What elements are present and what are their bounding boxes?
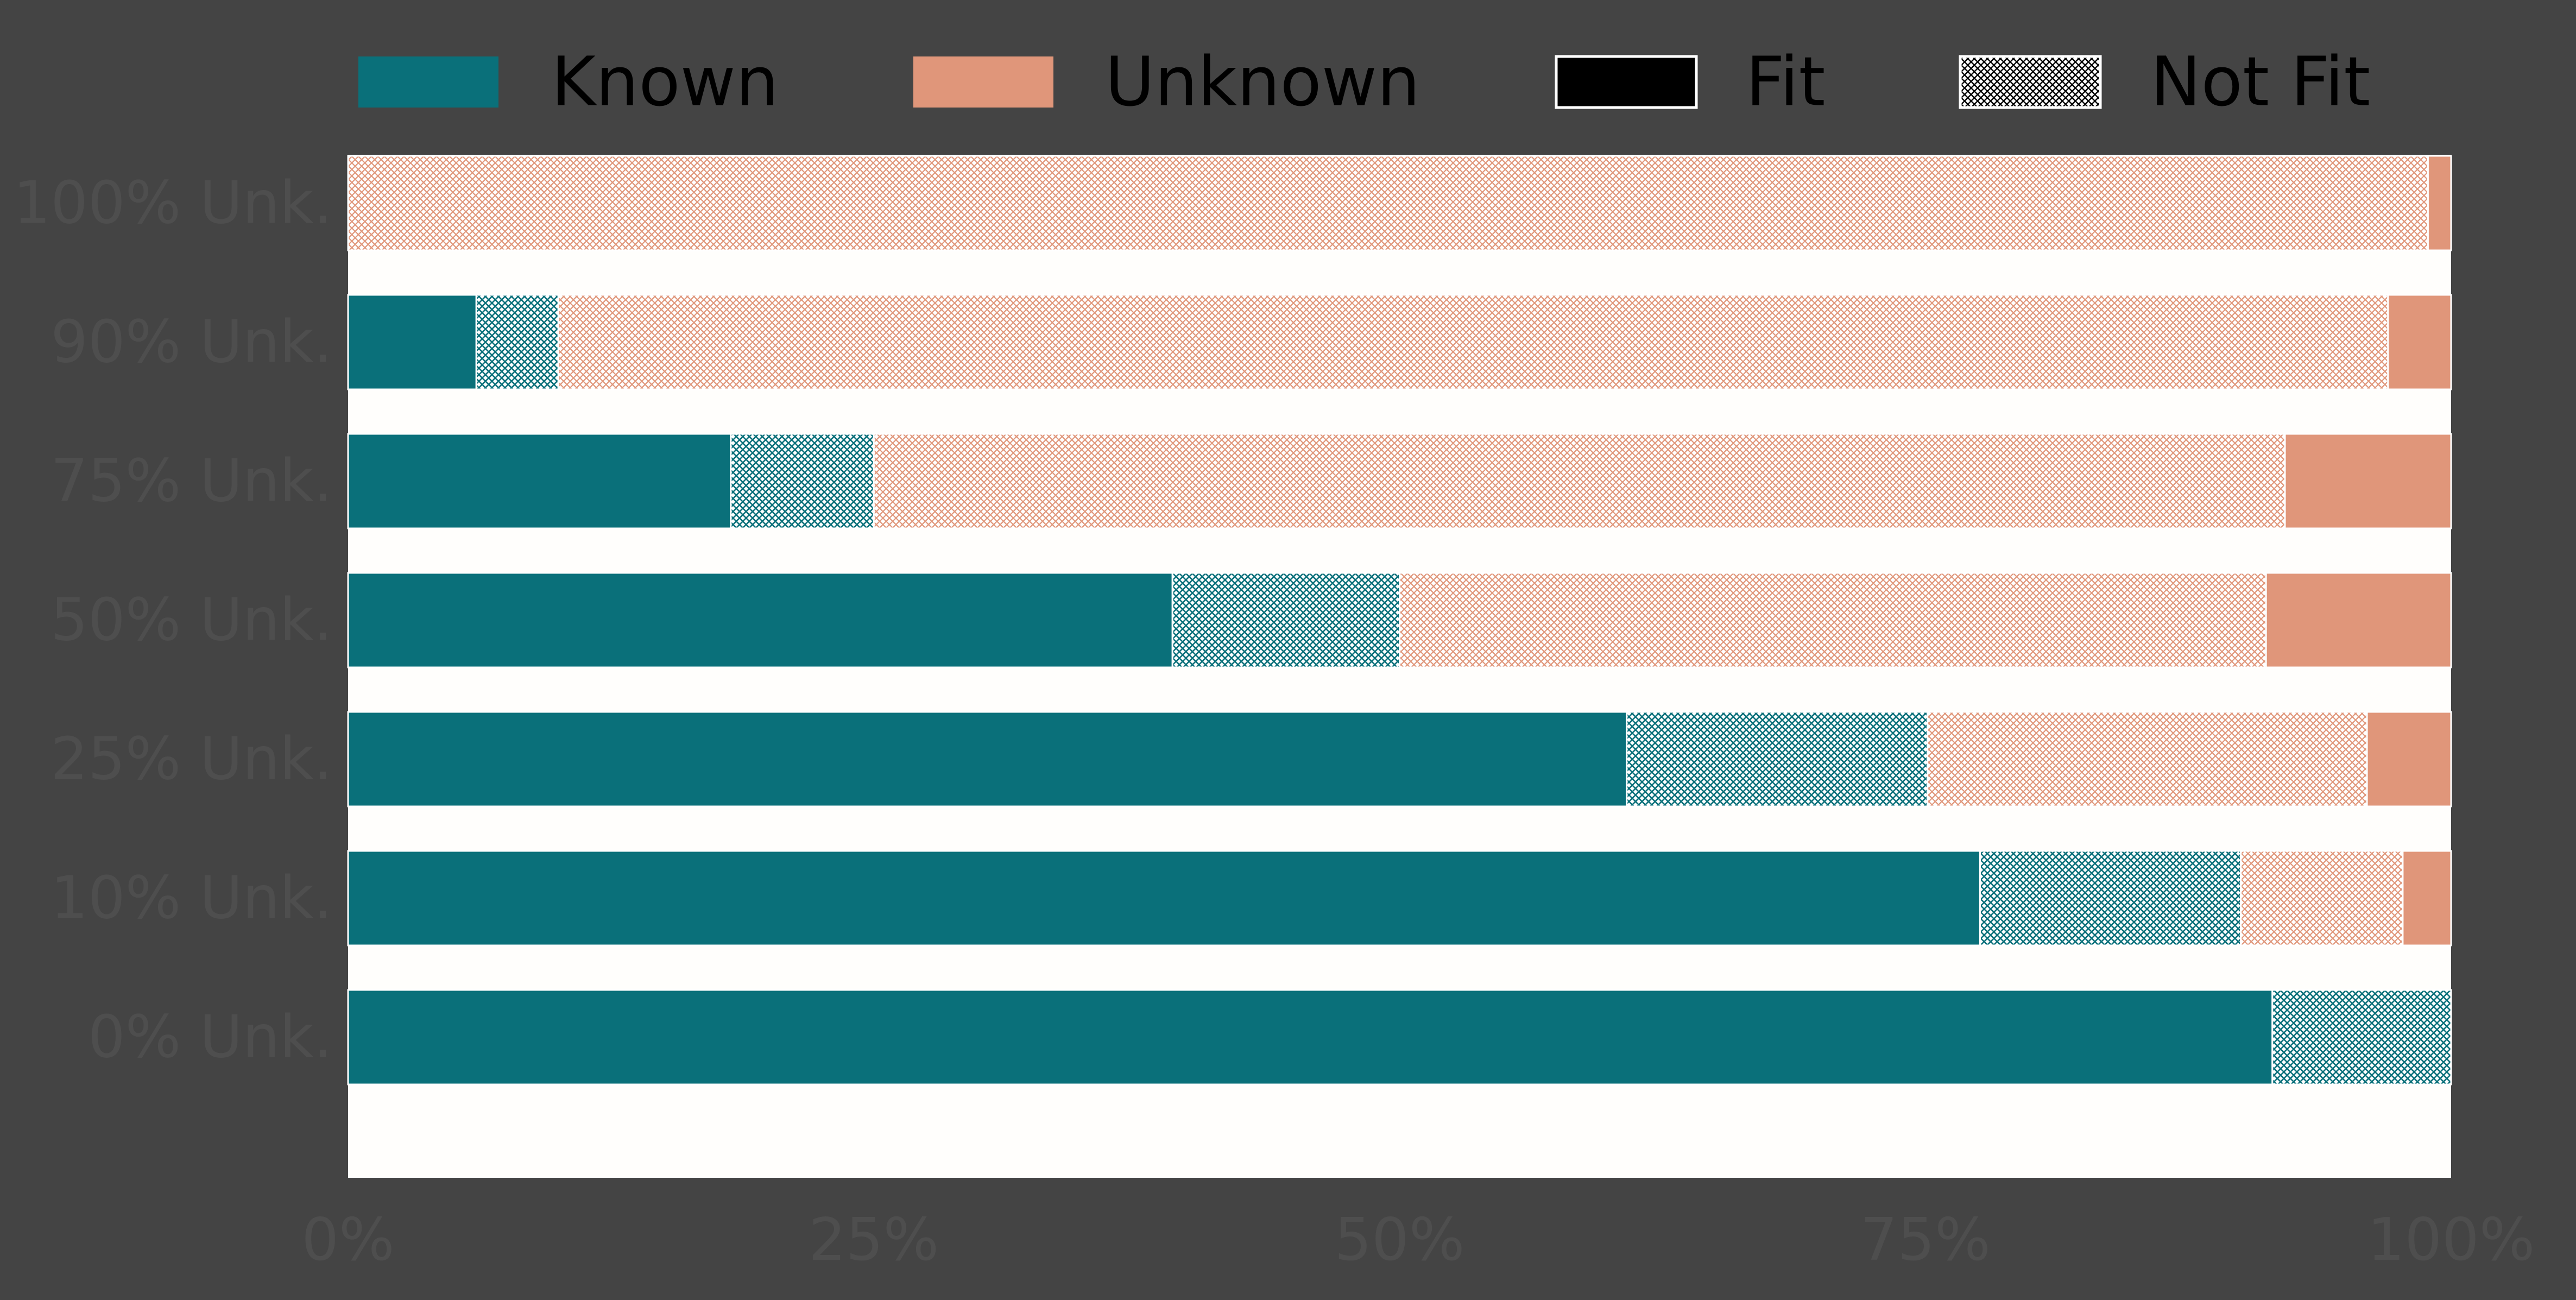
bar-segment-known-fit: [347, 989, 2274, 1086]
bar-segment-unknown-fit: [2427, 155, 2452, 251]
legend-item-not-fit: Not Fit: [1959, 43, 2370, 122]
x-tick-label: 0%: [301, 1206, 394, 1274]
y-tick-label: 50% Unk.: [50, 586, 332, 654]
x-tick-label: 75%: [1860, 1206, 1991, 1274]
y-tick-label: 25% Unk.: [50, 725, 332, 793]
y-tick-label: 0% Unk.: [88, 1004, 332, 1071]
x-tick-label: 25%: [809, 1206, 939, 1274]
bar-segment-unknown-fit: [2284, 433, 2452, 529]
y-tick-label: 100% Unk.: [14, 169, 332, 237]
legend-swatch: [1555, 55, 1698, 109]
legend-label: Unknown: [1105, 43, 1420, 122]
y-tick-label: 10% Unk.: [50, 864, 332, 932]
bar-segment-unknown-fit: [2265, 572, 2452, 668]
bar-segment-known-not-fit: [1171, 572, 1401, 668]
legend-label: Not Fit: [2150, 43, 2370, 122]
legend-item-fit: Fit: [1555, 43, 1826, 122]
y-tick-label: 90% Unk.: [50, 308, 332, 376]
bar-segment-known-not-fit: [730, 433, 875, 529]
y-axis-tick-labels: 100% Unk. 90% Unk. 75% Unk. 50% Unk. 25% Unk…: [14, 169, 332, 1071]
bar-segment-unknown-fit: [2366, 711, 2452, 807]
bar-segment-known-fit: [347, 850, 1981, 946]
legend-label: Fit: [1746, 43, 1826, 122]
legend-swatch: [913, 56, 1053, 108]
bar-segment-known-not-fit: [2271, 989, 2452, 1086]
bar-segment-known-not-fit: [475, 294, 559, 390]
x-tick-label: 100%: [2367, 1206, 2535, 1274]
legend-swatch: [358, 56, 498, 108]
bar-segment-unknown-not-fit: [1399, 572, 2267, 668]
legend-item-unknown: Unknown: [913, 43, 1420, 122]
legend-label: Known: [551, 43, 779, 122]
bar-segment-unknown-not-fit: [347, 155, 2429, 251]
legend-item-known: Known: [358, 43, 779, 122]
x-tick-label: 50%: [1334, 1206, 1464, 1274]
legend: Known Unknown Fit Not Fit: [358, 43, 2370, 122]
bar-segment-unknown-not-fit: [1927, 711, 2368, 807]
bar-segment-unknown-not-fit: [2240, 850, 2404, 946]
bar-segment-known-fit: [347, 433, 732, 529]
bar-segment-known-fit: [347, 572, 1173, 668]
bars: [347, 155, 2452, 1086]
y-tick-label: 75% Unk.: [50, 447, 332, 515]
legend-swatch: [1959, 55, 2102, 109]
bar-segment-unknown-not-fit: [557, 294, 2389, 390]
bar-segment-known-fit: [347, 294, 477, 390]
bar-segment-unknown-fit: [2387, 294, 2452, 390]
bar-segment-known-fit: [347, 711, 1628, 807]
bar-segment-known-not-fit: [1979, 850, 2242, 946]
bar-segment-unknown-not-fit: [873, 433, 2286, 529]
bar-segment-known-not-fit: [1626, 711, 1929, 807]
bar-segment-unknown-fit: [2402, 850, 2452, 946]
x-axis-tick-labels: 0% 25% 50% 75% 100%: [301, 1206, 2535, 1274]
